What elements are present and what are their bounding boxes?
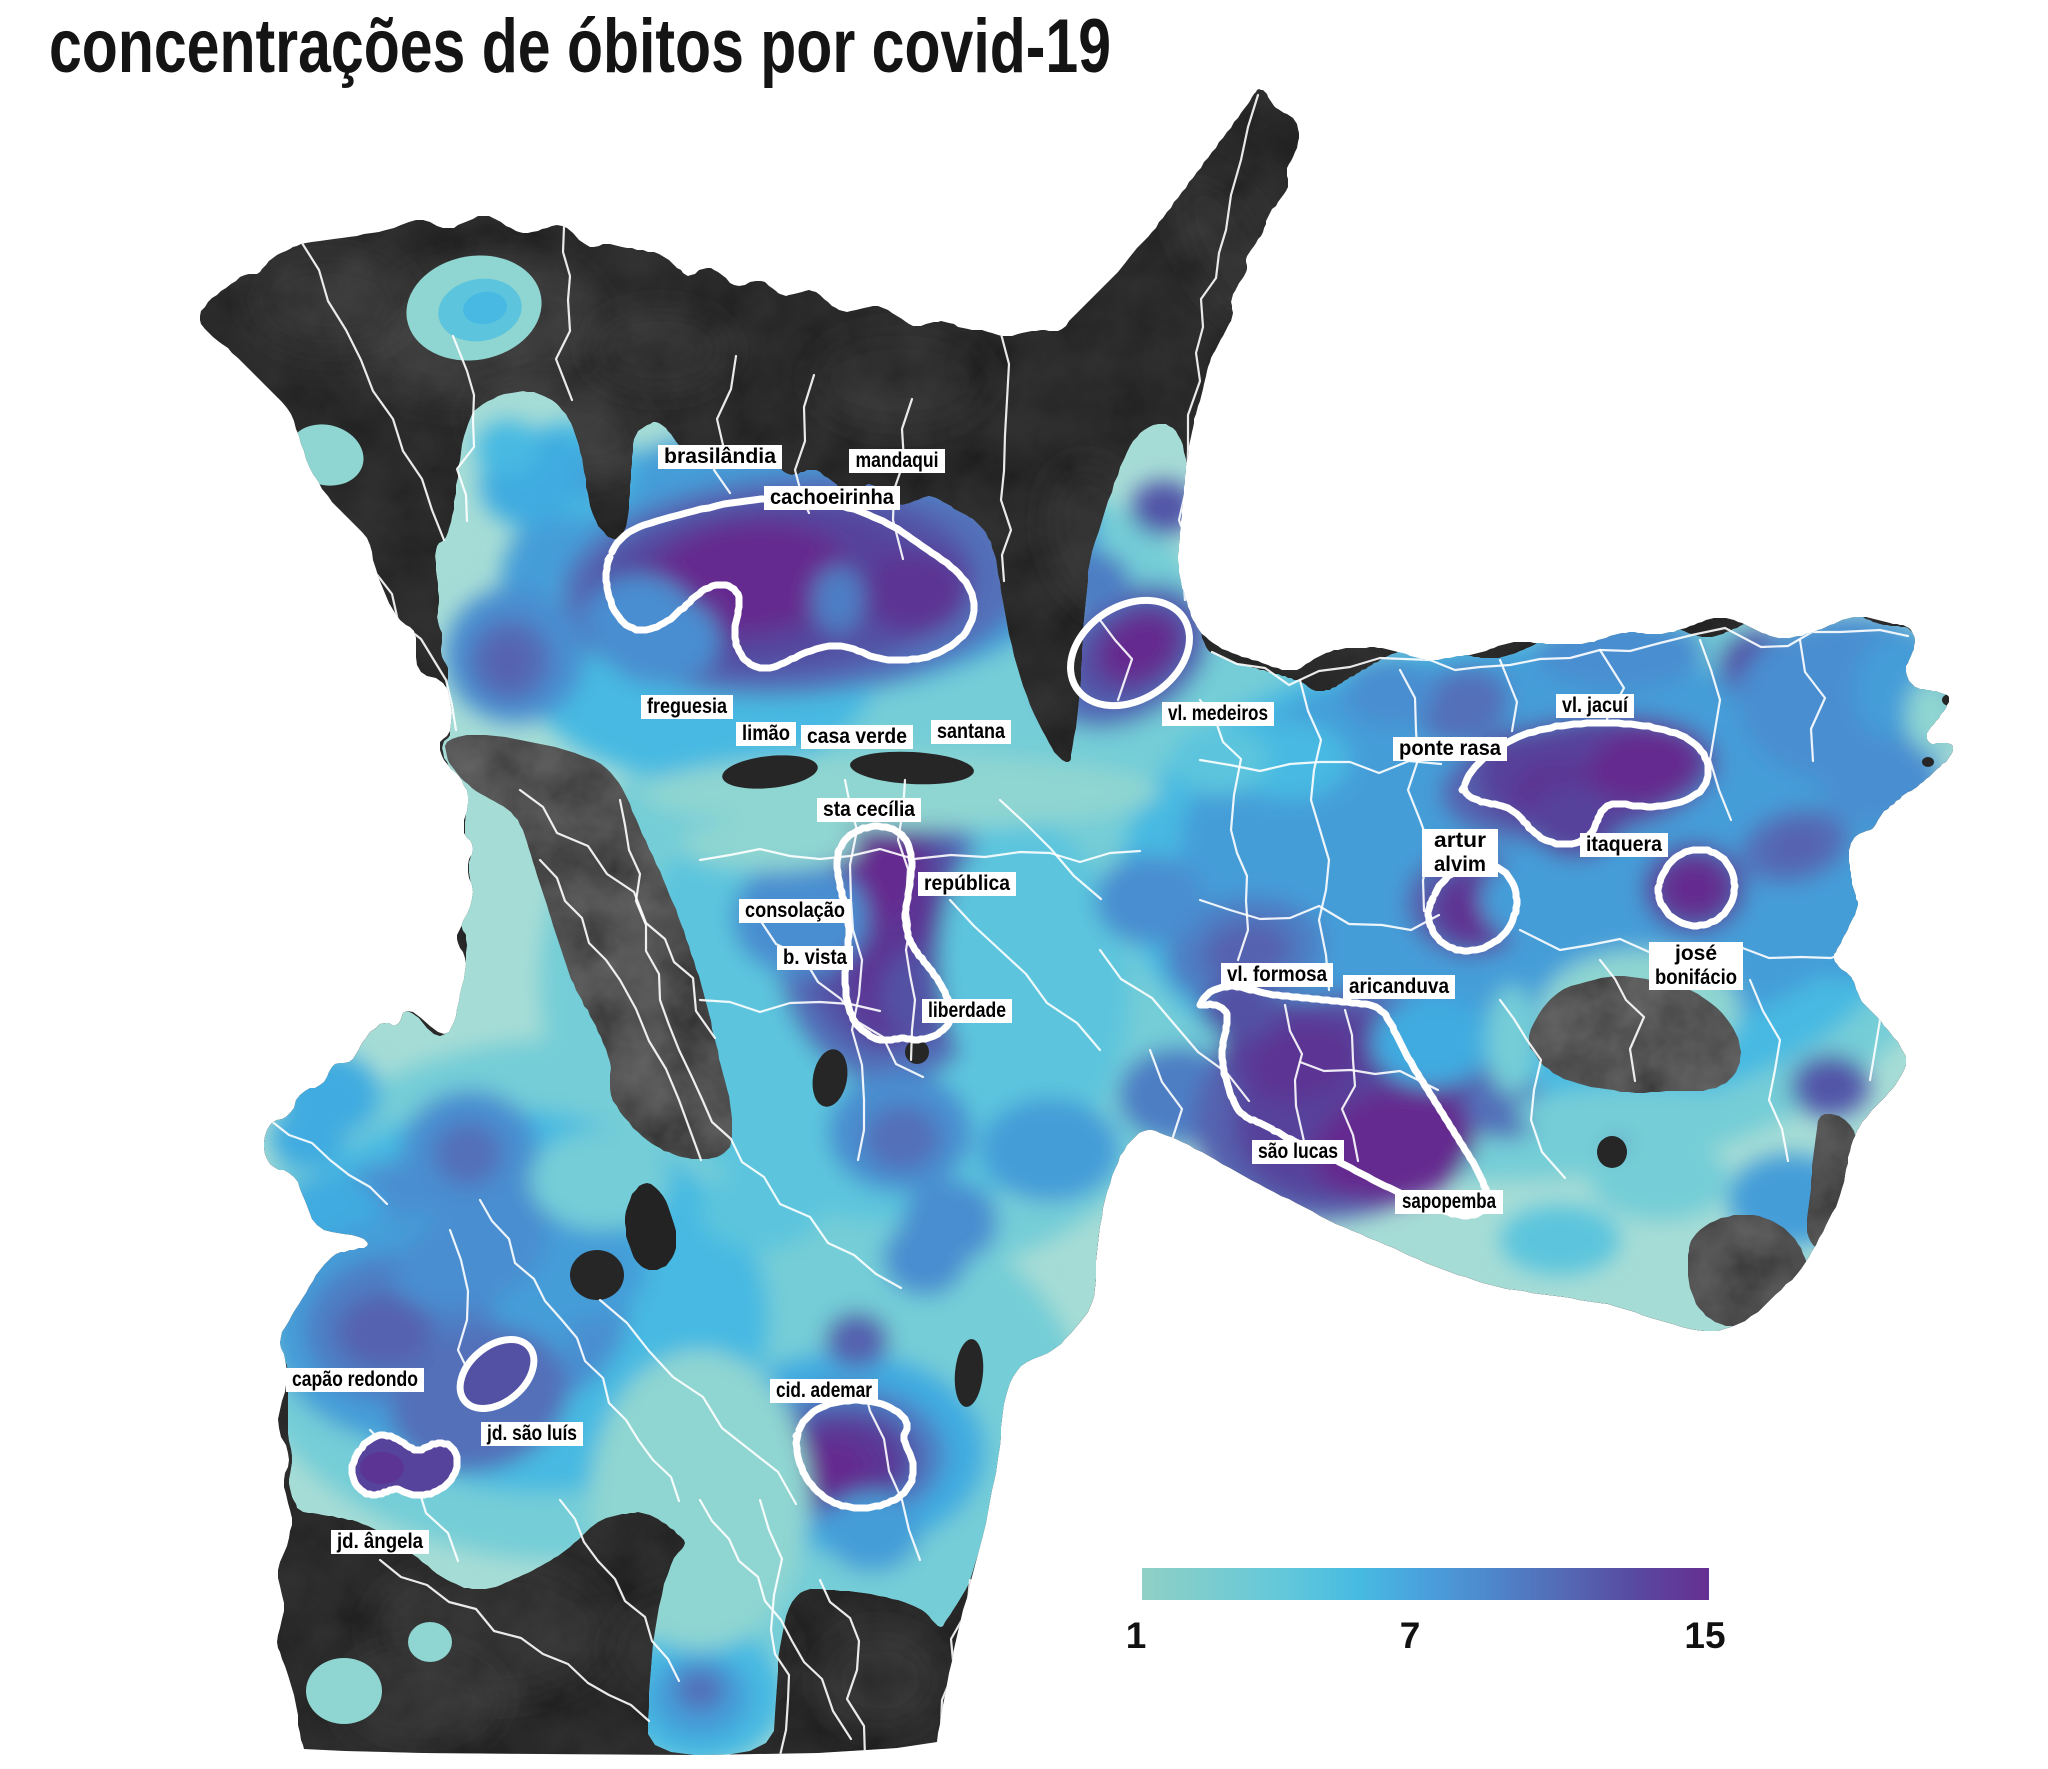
svg-text:ponte rasa: ponte rasa: [1399, 737, 1501, 760]
svg-text:mandaqui: mandaqui: [856, 449, 939, 472]
svg-text:freguesia: freguesia: [647, 695, 727, 718]
svg-text:itaquera: itaquera: [1586, 833, 1662, 856]
svg-text:sapopemba: sapopemba: [1402, 1190, 1496, 1213]
svg-text:capão redondo: capão redondo: [292, 1368, 418, 1391]
svg-text:alvim: alvim: [1434, 853, 1486, 876]
svg-text:liberdade: liberdade: [928, 999, 1006, 1022]
svg-text:josé: josé: [1674, 942, 1717, 965]
svg-text:são lucas: são lucas: [1258, 1140, 1338, 1163]
svg-text:consolação: consolação: [745, 899, 845, 922]
svg-text:1: 1: [1126, 1615, 1147, 1656]
svg-text:15: 15: [1684, 1615, 1725, 1656]
svg-text:limão: limão: [742, 722, 790, 745]
svg-text:jd. são luís: jd. são luís: [486, 1422, 577, 1445]
svg-text:sta cecília: sta cecília: [823, 798, 915, 821]
svg-text:casa verde: casa verde: [807, 725, 907, 748]
svg-text:vl. formosa: vl. formosa: [1227, 963, 1327, 986]
svg-text:aricanduva: aricanduva: [1349, 975, 1449, 998]
svg-text:cid. ademar: cid. ademar: [776, 1379, 872, 1402]
svg-text:vl. medeiros: vl. medeiros: [1168, 702, 1268, 725]
svg-text:república: república: [924, 872, 1010, 895]
svg-text:bonifácio: bonifácio: [1655, 966, 1737, 989]
svg-text:jd. ângela: jd. ângela: [336, 1530, 423, 1553]
svg-text:cachoeirinha: cachoeirinha: [770, 486, 894, 509]
svg-text:concentrações de óbitos por co: concentrações de óbitos por covid-19: [49, 4, 1111, 89]
svg-text:b. vista: b. vista: [783, 946, 847, 969]
svg-text:santana: santana: [937, 720, 1005, 743]
svg-text:vl. jacuí: vl. jacuí: [1562, 694, 1629, 717]
svg-text:7: 7: [1400, 1615, 1421, 1656]
svg-text:artur: artur: [1434, 829, 1486, 852]
svg-text:brasilândia: brasilândia: [664, 445, 776, 468]
